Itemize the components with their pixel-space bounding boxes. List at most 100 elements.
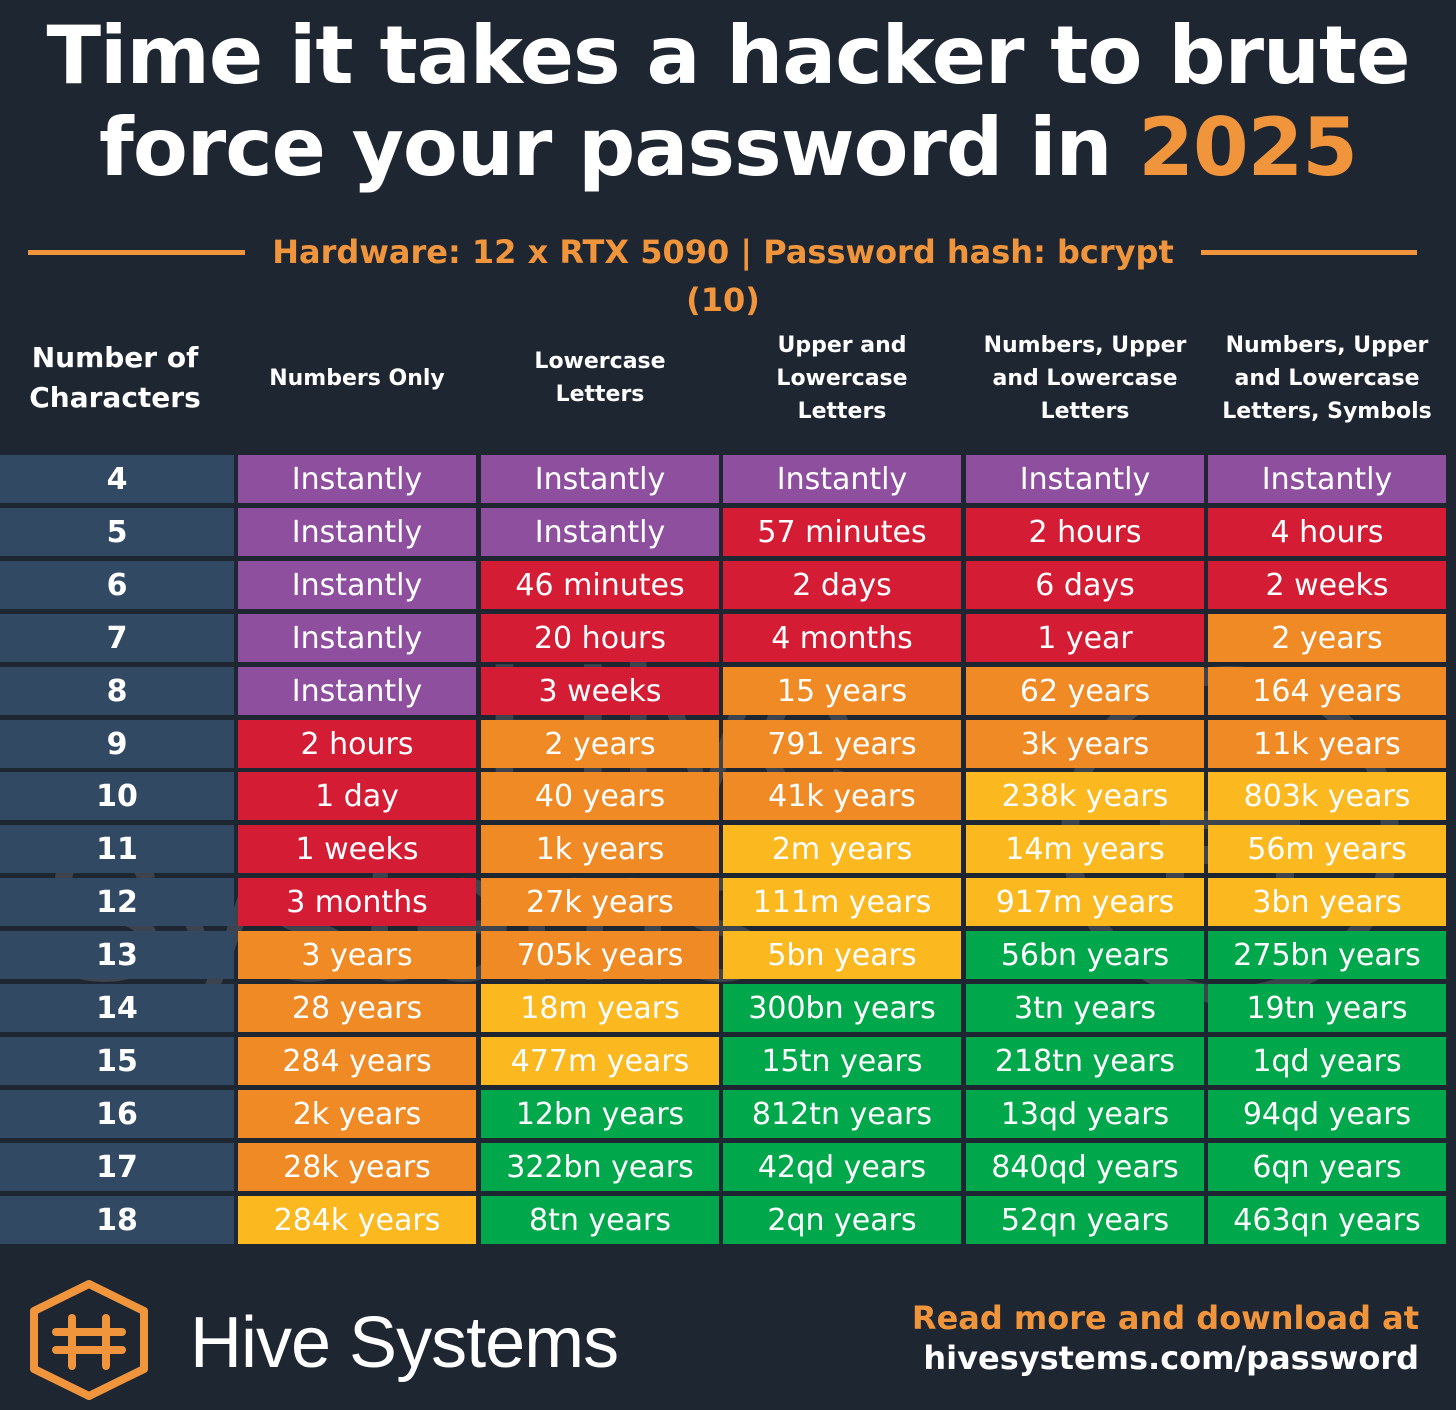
row-header-chars: 12: [0, 878, 234, 926]
column-header-3: Upper and Lowercase Letters: [776, 332, 908, 424]
table-cell: 1k years: [481, 825, 719, 873]
table-cell: 2qn years: [723, 1196, 961, 1244]
table-cell: 3 months: [238, 878, 476, 926]
subtitle-rule-left: [28, 250, 245, 255]
table-cell: 20 hours: [481, 614, 719, 662]
table-cell: 14m years: [966, 825, 1204, 873]
table-row: 18 284k years 8tn years 2qn years 52qn years…: [0, 1196, 1456, 1244]
table-row: 16 2k years 12bn years 812tn years 13qd year…: [0, 1090, 1456, 1138]
table-cell: 28k years: [238, 1143, 476, 1191]
table-cell: Instantly: [238, 508, 476, 556]
table-cell: 27k years: [481, 878, 719, 926]
table-cell: 238k years: [966, 772, 1204, 820]
table-cell: 52qn years: [966, 1196, 1204, 1244]
table-row: 5 Instantly Instantly 57 minutes 2 hours 4 ho…: [0, 508, 1456, 556]
table-cell: 94qd years: [1208, 1090, 1446, 1138]
table-row: 10 1 day 40 years 41k years 238k years 803k y…: [0, 772, 1456, 820]
table-cell: 284k years: [238, 1196, 476, 1244]
table-cell: 56m years: [1208, 825, 1446, 873]
table-cell: 705k years: [481, 931, 719, 979]
table-row: 8 Instantly 3 weeks 15 years 62 years 164 yea…: [0, 667, 1456, 715]
subtitle-rule-right: [1201, 250, 1417, 255]
table-cell: 2 weeks: [1208, 561, 1446, 609]
table-cell: 2 hours: [238, 720, 476, 768]
column-header-4: Numbers, Upper and Lowercase Letters: [983, 332, 1187, 424]
row-header-chars: 11: [0, 825, 234, 873]
row-header-chars: 14: [0, 984, 234, 1032]
table-cell: 6 days: [966, 561, 1204, 609]
table-cell: 2 hours: [966, 508, 1204, 556]
row-header-chars: 9: [0, 720, 234, 768]
table-row: 11 1 weeks 1k years 2m years 14m years 56m ye…: [0, 825, 1456, 873]
table-cell: 2 days: [723, 561, 961, 609]
table-cell: 42qd years: [723, 1143, 961, 1191]
table-cell: 2m years: [723, 825, 961, 873]
row-header-chars: 16: [0, 1090, 234, 1138]
table-cell: 12bn years: [481, 1090, 719, 1138]
table-cell: 477m years: [481, 1037, 719, 1085]
title-line-1: Time it takes a hacker to brute: [46, 9, 1410, 102]
table-cell: 3 weeks: [481, 667, 719, 715]
row-header-label: Number of Characters: [29, 341, 201, 414]
table-cell: 28 years: [238, 984, 476, 1032]
table-cell: 4 hours: [1208, 508, 1446, 556]
table-cell: 322bn years: [481, 1143, 719, 1191]
table-cell: 840qd years: [966, 1143, 1204, 1191]
row-header-chars: 13: [0, 931, 234, 979]
table-cell: Instantly: [238, 667, 476, 715]
table-cell: Instantly: [966, 455, 1204, 503]
table-cell: 3tn years: [966, 984, 1204, 1032]
table-cell: 2 years: [481, 720, 719, 768]
table-cell: 8tn years: [481, 1196, 719, 1244]
read-more-link[interactable]: hivesystems.com/password: [923, 1339, 1419, 1377]
table-cell: 164 years: [1208, 667, 1446, 715]
row-header-chars: 4: [0, 455, 234, 503]
table-cell: Instantly: [481, 455, 719, 503]
table-cell: 56bn years: [966, 931, 1204, 979]
table-cell: 2 years: [1208, 614, 1446, 662]
table-cell: Instantly: [1208, 455, 1446, 503]
table-cell: 1 day: [238, 772, 476, 820]
table-cell: 11k years: [1208, 720, 1446, 768]
table-cell: 13qd years: [966, 1090, 1204, 1138]
table-row: 7 Instantly 20 hours 4 months 1 year 2 years: [0, 614, 1456, 662]
table-cell: 4 months: [723, 614, 961, 662]
table-cell: 1qd years: [1208, 1037, 1446, 1085]
table-cell: Instantly: [238, 614, 476, 662]
table-row: 13 3 years 705k years 5bn years 56bn years 27…: [0, 931, 1456, 979]
table-cell: 803k years: [1208, 772, 1446, 820]
table-cell: 284 years: [238, 1037, 476, 1085]
table-cell: Instantly: [238, 455, 476, 503]
table-cell: Instantly: [723, 455, 961, 503]
table-cell: 18m years: [481, 984, 719, 1032]
table-cell: 40 years: [481, 772, 719, 820]
row-header-chars: 15: [0, 1037, 234, 1085]
table-row: 6 Instantly 46 minutes 2 days 6 days 2 weeks: [0, 561, 1456, 609]
table-cell: 46 minutes: [481, 561, 719, 609]
chart-title: Time it takes a hacker to brute force yo…: [0, 10, 1456, 194]
table-cell: 1 weeks: [238, 825, 476, 873]
table-cell: 41k years: [723, 772, 961, 820]
table-cell: 275bn years: [1208, 931, 1446, 979]
table-cell: 1 year: [966, 614, 1204, 662]
table-cell: 62 years: [966, 667, 1204, 715]
table-cell: 6qn years: [1208, 1143, 1446, 1191]
row-header-chars: 8: [0, 667, 234, 715]
table-cell: Instantly: [481, 508, 719, 556]
table-cell: 3bn years: [1208, 878, 1446, 926]
table-cell: 917m years: [966, 878, 1204, 926]
column-headers: Number of Characters Numbers Only Lowerca…: [0, 318, 1456, 438]
row-header-chars: 18: [0, 1196, 234, 1244]
row-header-chars: 6: [0, 561, 234, 609]
table-cell: 57 minutes: [723, 508, 961, 556]
row-header-chars: 5: [0, 508, 234, 556]
table-cell: 791 years: [723, 720, 961, 768]
row-header-chars: 10: [0, 772, 234, 820]
table-row: 12 3 months 27k years 111m years 917m years 3…: [0, 878, 1456, 926]
table-cell: 19tn years: [1208, 984, 1446, 1032]
title-year: 2025: [1138, 101, 1358, 194]
title-line-2: force your password in 2025: [0, 102, 1456, 194]
table-cell: 2k years: [238, 1090, 476, 1138]
table-cell: 15tn years: [723, 1037, 961, 1085]
title-line-2-text: force your password in: [99, 101, 1139, 194]
